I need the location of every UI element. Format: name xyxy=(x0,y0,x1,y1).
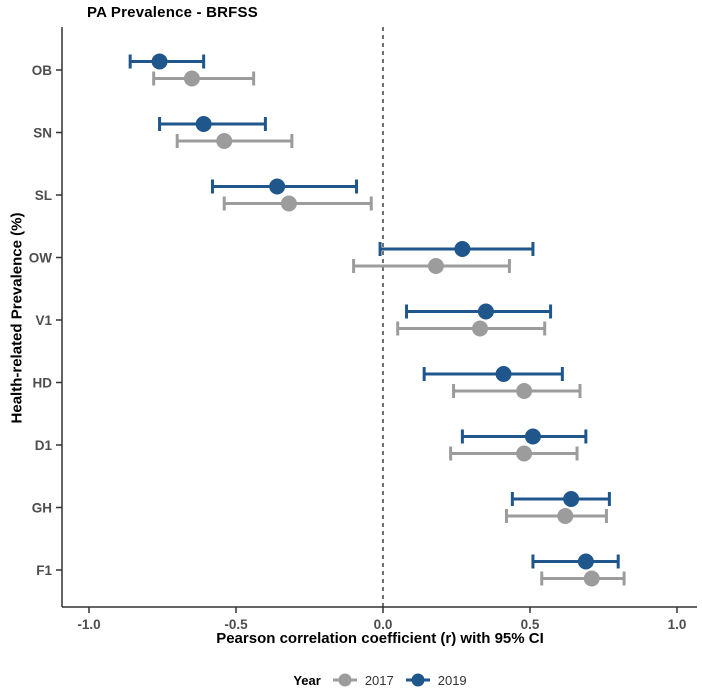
point-2019-OW xyxy=(454,241,471,257)
y-tick-label-HD: HD xyxy=(33,376,53,391)
point-2017-OB xyxy=(183,70,200,87)
point-2019-F1 xyxy=(577,553,594,570)
y-tick-label-GH: GH xyxy=(32,501,52,516)
x-tick-label-0.0: 0.0 xyxy=(374,617,393,632)
point-2017-HD xyxy=(516,383,533,399)
point-2019-V1 xyxy=(477,303,494,320)
point-2019-SL xyxy=(269,178,286,195)
point-2017-SN xyxy=(216,133,233,149)
point-2017-D1 xyxy=(516,445,533,462)
y-tick-label-D1: D1 xyxy=(35,438,53,453)
y-axis-title: Health-related Prevalence (%) xyxy=(8,212,26,424)
y-tick-label-SN: SN xyxy=(33,126,52,141)
point-2019-HD xyxy=(495,366,512,382)
point-2019-GH xyxy=(563,491,580,507)
x-tick-label-0.5: 0.5 xyxy=(521,617,540,632)
y-tick-label-F1: F1 xyxy=(36,563,52,578)
x-tick-label--0.5: -0.5 xyxy=(224,617,248,632)
point-2019-OB xyxy=(151,53,168,70)
point-2017-V1 xyxy=(472,320,489,337)
point-2017-SL xyxy=(280,195,297,212)
legend-key-2017-icon xyxy=(332,673,357,687)
y-tick-label-V1: V1 xyxy=(35,313,52,328)
legend-label-2017: 2017 xyxy=(364,672,394,688)
y-tick-label-OW: OW xyxy=(29,251,53,266)
legend-entry-2019: 2019 xyxy=(403,672,467,688)
legend-key-2019-icon xyxy=(405,673,430,687)
point-2017-GH xyxy=(557,508,574,524)
x-axis-title: Pearson correlation coefficient (r) with… xyxy=(216,630,544,647)
y-tick-label-OB: OB xyxy=(32,63,53,78)
y-tick-label-SL: SL xyxy=(35,188,52,203)
point-2017-OW xyxy=(427,258,444,274)
point-2019-SN xyxy=(195,116,212,132)
legend: Year 2017 2019 xyxy=(62,672,698,688)
legend-entry-2017: 2017 xyxy=(330,672,394,688)
x-tick-label--1.0: -1.0 xyxy=(77,617,100,632)
point-2017-F1 xyxy=(583,570,600,587)
point-2019-D1 xyxy=(524,428,541,445)
x-tick-label-1.0: 1.0 xyxy=(668,617,687,632)
chart-title: PA Prevalence - BRFSS xyxy=(87,4,258,21)
legend-label-2019: 2019 xyxy=(437,672,467,688)
legend-title: Year xyxy=(293,672,321,688)
